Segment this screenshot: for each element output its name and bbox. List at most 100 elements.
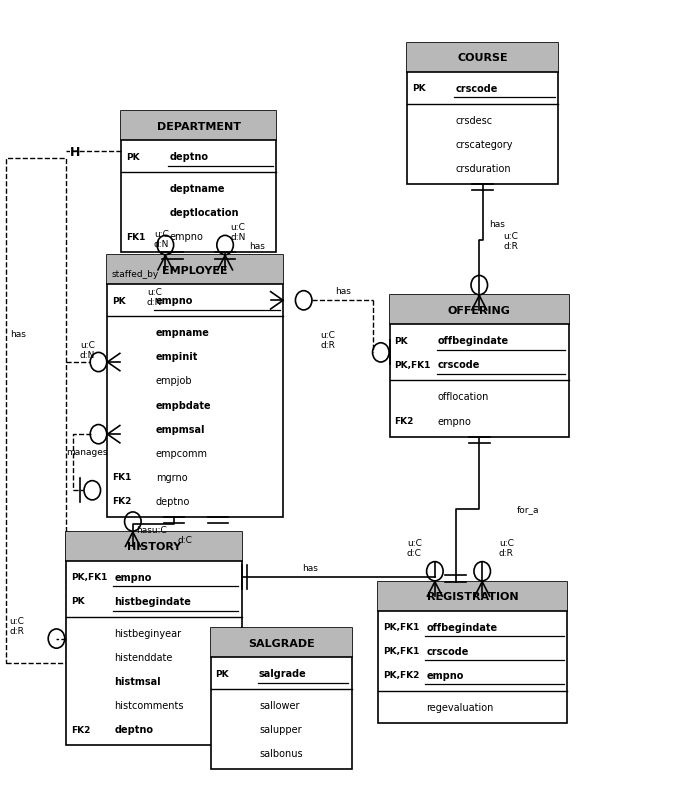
Text: FK2: FK2 (71, 725, 90, 734)
Text: empno: empno (170, 232, 204, 242)
Bar (121, 112, 276, 141)
Bar (407, 44, 558, 184)
Text: u:C: u:C (154, 230, 169, 239)
Text: d:C: d:C (177, 535, 193, 544)
Text: u:C: u:C (504, 232, 518, 241)
Text: histbeginyear: histbeginyear (115, 628, 181, 638)
Text: empbdate: empbdate (156, 400, 211, 410)
Text: crsduration: crsduration (455, 164, 511, 174)
Text: u:C: u:C (80, 341, 95, 350)
Bar (390, 296, 569, 437)
Text: d:N: d:N (153, 240, 169, 249)
Text: has: has (490, 220, 506, 229)
Text: has: has (335, 287, 351, 296)
Text: empno: empno (156, 296, 193, 306)
Bar (66, 533, 242, 561)
Text: u:C: u:C (147, 288, 162, 297)
Text: d:R: d:R (320, 341, 335, 350)
Text: PK: PK (215, 669, 229, 678)
Text: has: has (302, 563, 318, 572)
Text: deptname: deptname (170, 184, 225, 194)
Text: u:C: u:C (499, 538, 514, 547)
Bar (378, 582, 567, 611)
Text: deptno: deptno (170, 152, 208, 162)
Text: d:R: d:R (499, 548, 514, 557)
Text: crscategory: crscategory (455, 140, 513, 150)
Text: crsdesc: crsdesc (455, 115, 492, 126)
Text: empname: empname (156, 328, 210, 338)
Bar (210, 629, 352, 769)
Text: empmsal: empmsal (156, 424, 205, 434)
Text: salupper: salupper (259, 724, 302, 735)
Text: FK1: FK1 (126, 233, 146, 241)
Text: FK2: FK2 (112, 496, 132, 505)
Text: deptno: deptno (115, 724, 153, 735)
Text: regevaluation: regevaluation (426, 702, 493, 712)
Text: FK1: FK1 (112, 472, 132, 481)
Text: for_a: for_a (517, 505, 540, 514)
Text: empno: empno (438, 416, 472, 426)
Text: mgrno: mgrno (156, 472, 187, 482)
Text: histcomments: histcomments (115, 700, 184, 711)
Text: empno: empno (426, 670, 464, 680)
Text: u:C: u:C (320, 331, 335, 340)
Text: manages: manages (66, 448, 108, 456)
Text: d:R: d:R (504, 241, 518, 250)
Text: staffed_by: staffed_by (111, 270, 159, 279)
Text: u:C: u:C (10, 617, 25, 626)
Text: u:C: u:C (407, 538, 422, 547)
Text: FK2: FK2 (395, 416, 414, 426)
Text: PK,FK1: PK,FK1 (383, 622, 420, 631)
Text: PK,FK2: PK,FK2 (383, 670, 420, 679)
Text: PK: PK (126, 152, 139, 161)
Text: empcomm: empcomm (156, 448, 208, 458)
Text: has: has (10, 330, 26, 339)
Text: crscode: crscode (426, 646, 469, 656)
Text: hasu:C: hasu:C (137, 525, 167, 534)
Text: histbegindate: histbegindate (115, 596, 191, 606)
Text: sallower: sallower (259, 700, 299, 711)
Bar (121, 112, 276, 253)
Text: PK: PK (395, 337, 408, 346)
Text: SALGRADE: SALGRADE (248, 638, 315, 648)
Text: PK,FK1: PK,FK1 (395, 360, 431, 370)
Bar (108, 256, 283, 517)
Text: empjob: empjob (156, 376, 193, 386)
Text: d:C: d:C (407, 548, 422, 557)
Bar (108, 256, 283, 285)
Text: empinit: empinit (156, 352, 198, 362)
Bar (210, 629, 352, 657)
Text: PK: PK (71, 597, 85, 606)
Text: PK,FK1: PK,FK1 (383, 646, 420, 655)
Text: d:R: d:R (10, 626, 25, 635)
Text: H: H (70, 145, 80, 159)
Text: salbonus: salbonus (259, 748, 302, 758)
Text: d:N: d:N (80, 350, 95, 359)
Text: PK,FK1: PK,FK1 (71, 573, 108, 581)
Text: OFFERING: OFFERING (448, 306, 511, 315)
Text: histenddate: histenddate (115, 652, 172, 662)
Text: u:C: u:C (230, 223, 246, 232)
Bar (6, 159, 66, 662)
Text: EMPLOYEE: EMPLOYEE (162, 265, 228, 276)
Text: d:N: d:N (230, 233, 246, 241)
Text: COURSE: COURSE (457, 54, 508, 63)
Text: HISTORY: HISTORY (127, 541, 181, 552)
Bar (378, 582, 567, 723)
Text: DEPARTMENT: DEPARTMENT (157, 121, 241, 132)
Text: salgrade: salgrade (259, 668, 306, 678)
Text: empno: empno (115, 572, 152, 582)
Text: histmsal: histmsal (115, 676, 161, 687)
Text: offlocation: offlocation (438, 392, 489, 402)
Text: crscode: crscode (438, 360, 480, 370)
Bar (390, 296, 569, 325)
Text: has: has (249, 242, 265, 251)
Text: PK: PK (112, 297, 126, 306)
Text: offbegindate: offbegindate (438, 336, 509, 346)
Text: offbegindate: offbegindate (426, 622, 497, 632)
Bar (66, 533, 242, 745)
Text: PK: PK (412, 84, 426, 93)
Text: REGISTRATION: REGISTRATION (427, 591, 519, 602)
Text: d:N: d:N (146, 298, 162, 306)
Bar (407, 44, 558, 73)
